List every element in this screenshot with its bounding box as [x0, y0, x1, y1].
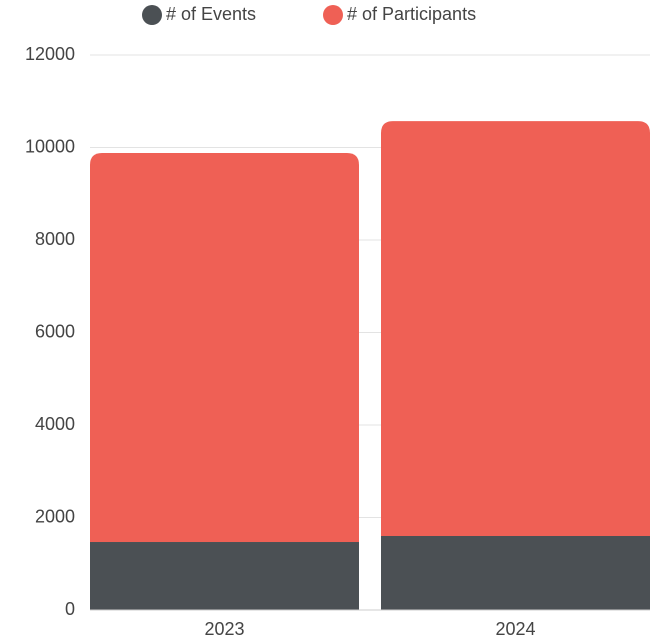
- bar-segment: [381, 536, 650, 610]
- legend-label: # of Events: [166, 4, 256, 24]
- bar-segment: [90, 153, 359, 543]
- legend-swatch: [142, 5, 162, 25]
- y-tick-label: 8000: [35, 229, 75, 249]
- bar-segment: [90, 542, 359, 610]
- y-tick-label: 0: [65, 599, 75, 619]
- y-tick-label: 6000: [35, 321, 75, 341]
- y-tick-label: 2000: [35, 506, 75, 526]
- y-tick-label: 4000: [35, 414, 75, 434]
- y-tick-label: 10000: [25, 136, 75, 156]
- y-tick-label: 12000: [25, 44, 75, 64]
- bar-segment: [381, 121, 650, 536]
- legend-label: # of Participants: [347, 4, 476, 24]
- x-tick-label: 2024: [495, 619, 535, 639]
- legend-swatch: [323, 5, 343, 25]
- x-tick-label: 2023: [204, 619, 244, 639]
